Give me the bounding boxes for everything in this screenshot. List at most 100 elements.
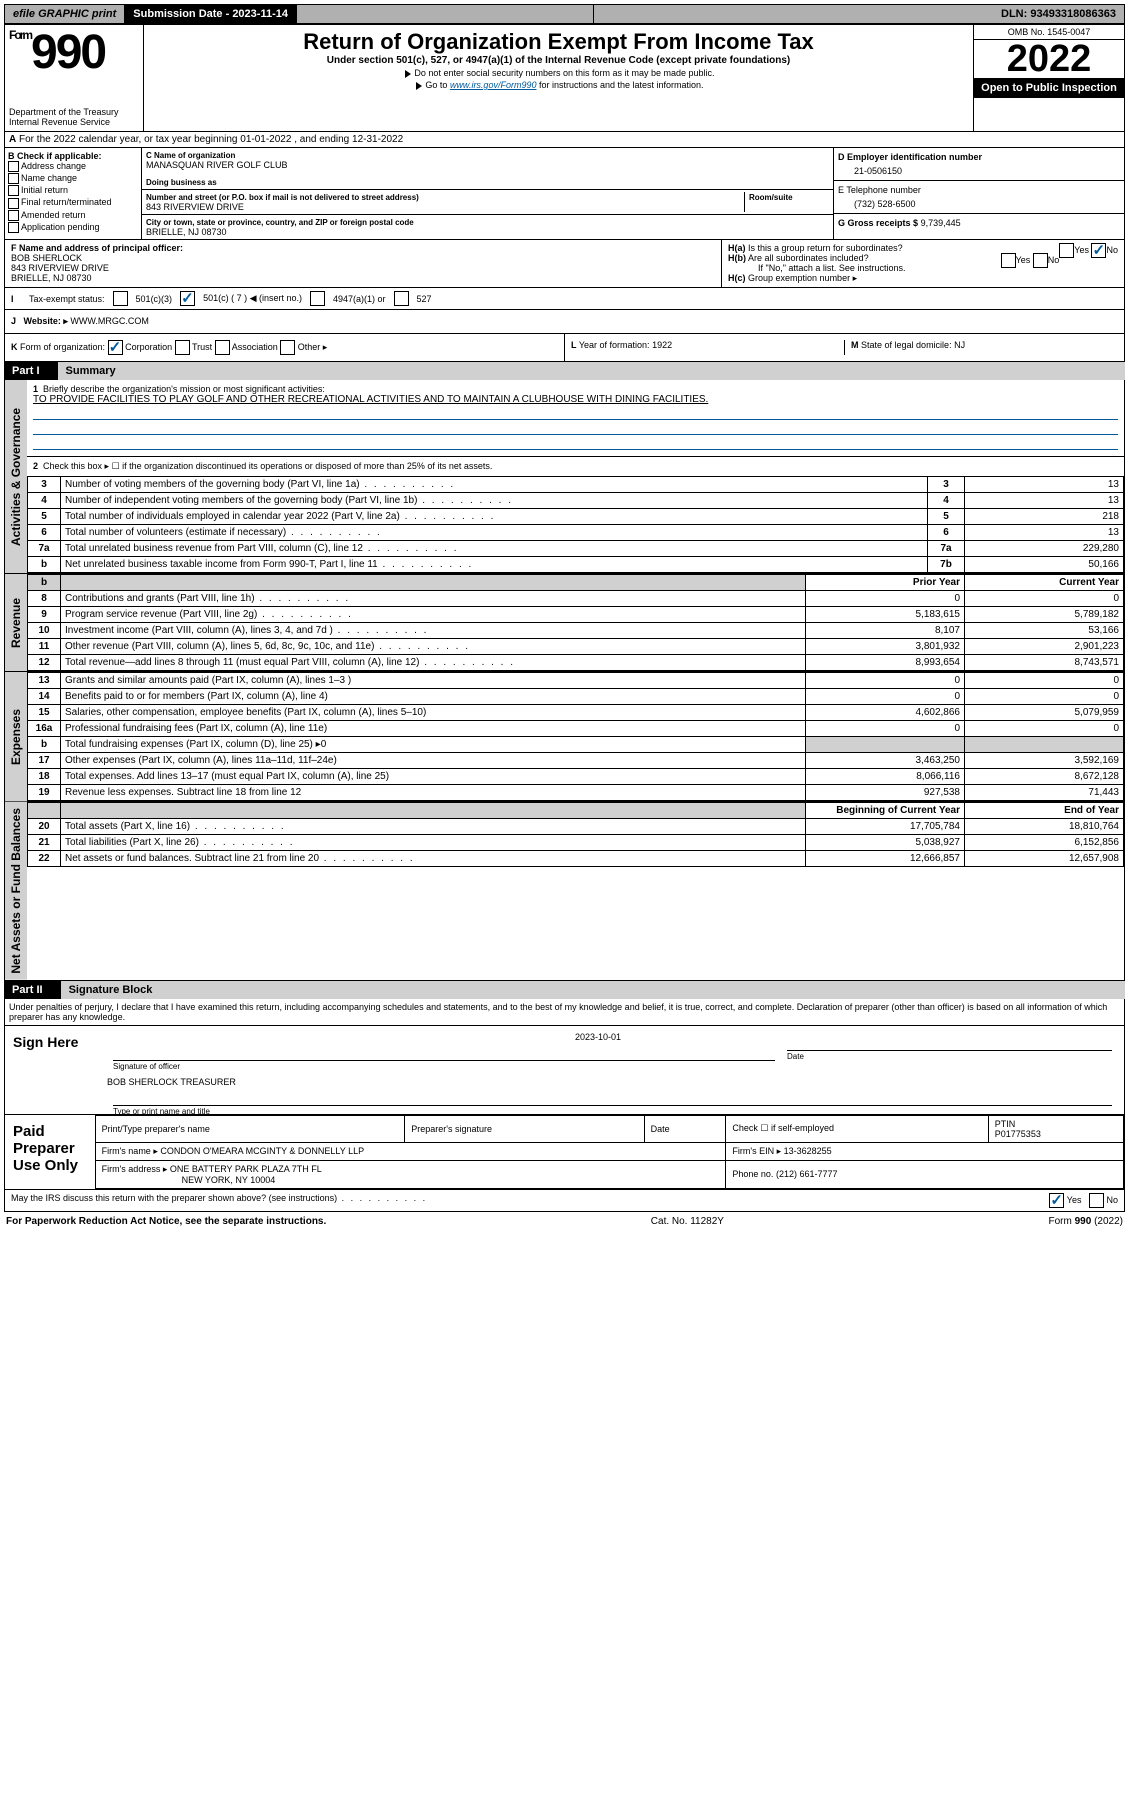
exp-side-label: Expenses	[5, 672, 27, 801]
efile-btn[interactable]: efile GRAPHIC print	[5, 5, 125, 23]
form-title: Return of Organization Exempt From Incom…	[148, 29, 969, 55]
sig-declaration: Under penalties of perjury, I declare th…	[4, 999, 1125, 1026]
no-label: No	[1048, 255, 1060, 265]
row-j: J Website: ▸ WWW.MRGC.COM	[4, 310, 1125, 334]
col-de: D Employer identification number 21-0506…	[833, 148, 1124, 239]
block-b-c-d-e: B Check if applicable: Address change Na…	[4, 148, 1125, 240]
checkbox-icon[interactable]	[215, 340, 230, 355]
m-label: State of legal domicile:	[861, 340, 952, 350]
sig-name-label: Type or print name and title	[113, 1107, 210, 1116]
part-i-tag: Part I	[4, 362, 58, 380]
state-domicile: NJ	[954, 340, 965, 350]
k-other: Other ▸	[298, 342, 328, 352]
checkbox-icon[interactable]	[108, 340, 123, 355]
row-k-l-m: K Form of organization: Corporation Trus…	[4, 334, 1125, 362]
checkbox-icon[interactable]	[8, 198, 19, 209]
page-footer: For Paperwork Reduction Act Notice, see …	[4, 1212, 1125, 1231]
sign-here-block: Sign Here 2023-10-01 Signature of office…	[4, 1026, 1125, 1115]
ha-text: Is this a group return for subordinates?	[748, 243, 903, 253]
officer-addr: 843 RIVERVIEW DRIVE	[11, 263, 109, 273]
net-side-label: Net Assets or Fund Balances	[5, 802, 27, 980]
checkbox-icon[interactable]	[1059, 243, 1074, 258]
submission-date-btn[interactable]: Submission Date - 2023-11-14	[125, 5, 297, 23]
checkbox-icon[interactable]	[8, 210, 19, 221]
l2-text: Check this box ▸ ☐ if the organization d…	[43, 461, 492, 471]
prior-year-hdr: Prior Year	[913, 577, 960, 588]
irs-link[interactable]: www.irs.gov/Form990	[450, 80, 537, 90]
phone-value: (732) 528-6500	[838, 195, 1120, 209]
l1-label: Briefly describe the organization's miss…	[43, 384, 325, 394]
eoy-hdr: End of Year	[1064, 805, 1119, 816]
firmaddr-label: Firm's address ▸	[102, 1164, 168, 1174]
checkbox-icon[interactable]	[113, 291, 128, 306]
self-label: Check ☐ if self-employed	[726, 1115, 988, 1142]
boy-hdr: Beginning of Current Year	[836, 805, 960, 816]
k-trust: Trust	[192, 342, 212, 352]
form-number: 990	[31, 26, 105, 79]
firm-addr1: ONE BATTERY PARK PLAZA 7TH FL	[170, 1164, 322, 1174]
revenue-table: bPrior YearCurrent Year 8Contributions a…	[27, 574, 1124, 671]
current-year-hdr: Current Year	[1059, 577, 1119, 588]
phone-label: Phone no.	[732, 1169, 773, 1179]
org-name: MANASQUAN RIVER GOLF CLUB	[146, 160, 288, 170]
checkbox-icon[interactable]	[280, 340, 295, 355]
rule-line	[33, 437, 1118, 450]
chk-init: Initial return	[21, 185, 68, 195]
goto-post: for instructions and the latest informat…	[536, 80, 703, 90]
pt-label: Print/Type preparer's name	[95, 1115, 405, 1142]
website-value: WWW.MRGC.COM	[70, 316, 148, 326]
dept-label: Department of the Treasury	[9, 107, 139, 117]
rev-side-label: Revenue	[5, 574, 27, 671]
ptin-value: P01775353	[995, 1129, 1041, 1139]
paid-preparer-table: Print/Type preparer's name Preparer's si…	[95, 1115, 1124, 1189]
part-i-header: Part I Summary	[4, 362, 1125, 380]
yes-label: Yes	[1074, 245, 1089, 255]
ein-value: 13-3628255	[784, 1146, 832, 1156]
paid-preparer-block: Paid Preparer Use Only Print/Type prepar…	[4, 1115, 1125, 1190]
open-inspection: Open to Public Inspection	[974, 78, 1124, 98]
ein-label: Firm's EIN ▸	[732, 1146, 781, 1156]
rule-line	[33, 422, 1118, 435]
ptin-label: PTIN	[995, 1119, 1016, 1129]
yes-label: Yes	[1067, 1194, 1082, 1204]
opt-527: 527	[417, 294, 432, 304]
summary-table: 3Number of voting members of the governi…	[27, 476, 1124, 573]
paperwork-notice: For Paperwork Reduction Act Notice, see …	[6, 1216, 326, 1227]
ag-side-label: Activities & Governance	[5, 380, 27, 573]
rule-line	[33, 407, 1118, 420]
net-assets-section: Net Assets or Fund Balances Beginning of…	[4, 802, 1125, 981]
checkbox-icon[interactable]	[1033, 253, 1048, 268]
triangle-icon	[416, 82, 422, 90]
tax-exempt-row: I Tax-exempt status: 501(c)(3) 501(c) ( …	[4, 288, 1125, 310]
checkbox-icon[interactable]	[1089, 1193, 1104, 1208]
checkbox-icon[interactable]	[310, 291, 325, 306]
part-i-title: Summary	[58, 362, 1125, 380]
sig-date-label: Date	[787, 1052, 804, 1061]
checkbox-icon[interactable]	[8, 173, 19, 184]
checkbox-icon[interactable]	[8, 222, 19, 233]
checkbox-icon[interactable]	[175, 340, 190, 355]
expenses-section: Expenses 13Grants and similar amounts pa…	[4, 672, 1125, 802]
col-c: C Name of organization MANASQUAN RIVER G…	[142, 148, 833, 239]
cat-no: Cat. No. 11282Y	[651, 1216, 724, 1227]
ps-label: Preparer's signature	[405, 1115, 644, 1142]
form-label: Form	[9, 28, 31, 42]
e-label: E Telephone number	[838, 185, 921, 195]
checkbox-icon[interactable]	[1091, 243, 1106, 258]
triangle-icon	[405, 70, 411, 78]
sig-officer-label: Signature of officer	[113, 1062, 180, 1071]
part-ii-title: Signature Block	[61, 981, 1125, 999]
irs-label: Internal Revenue Service	[9, 117, 139, 127]
checkbox-icon[interactable]	[394, 291, 409, 306]
checkbox-icon[interactable]	[8, 161, 19, 172]
dba-label: Doing business as	[146, 178, 829, 187]
checkbox-icon[interactable]	[180, 291, 195, 306]
checkbox-icon[interactable]	[8, 185, 19, 196]
part-ii-tag: Part II	[4, 981, 61, 999]
checkbox-icon[interactable]	[1049, 1193, 1064, 1208]
year-formed: 1922	[652, 340, 672, 350]
hc-text: Group exemption number ▸	[748, 273, 857, 283]
net-table: Beginning of Current YearEnd of Year 20T…	[27, 802, 1124, 867]
checkbox-icon[interactable]	[1001, 253, 1016, 268]
ein-value: 21-0506150	[838, 162, 1120, 176]
